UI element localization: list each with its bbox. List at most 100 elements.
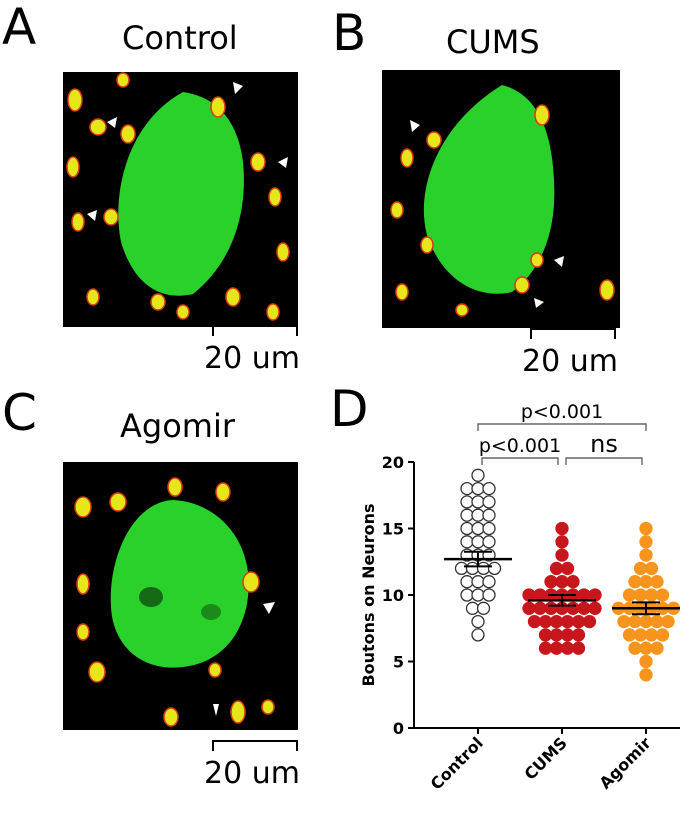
boutons-scatter-chart: 0 5 10 15 20 Boutons on Neurons Control CUMS Ago… [340,390,693,810]
panel-title-cums: CUMS [446,23,540,61]
panel-letter-a: A [2,0,37,56]
data-point-agomir [617,614,631,629]
data-point-cums [538,641,553,655]
data-point-control [460,575,474,589]
data-point-cums [555,548,569,562]
data-point-control [471,588,485,602]
data-point-agomir [628,575,642,589]
scale-bar-line [212,325,298,336]
data-point-control [471,481,485,496]
scale-bar-line [530,328,616,339]
panel-letter-c: C [2,384,37,442]
data-point-control [471,521,485,536]
data-point-cums [560,614,575,629]
data-point-control [471,575,485,589]
data-point-control [471,468,485,482]
data-point-agomir [661,614,675,629]
micrograph-agomir [63,462,298,730]
data-point-control [460,535,474,549]
data-point-agomir [644,628,659,642]
data-point-agomir [655,588,670,602]
data-point-control [460,508,474,522]
data-point-cums [555,535,569,549]
data-point-cums [566,601,580,615]
data-point-cums [549,561,564,576]
y-axis-label: Boutons on Neurons [359,503,378,686]
data-point-agomir [639,641,653,655]
data-point-agomir [628,641,642,655]
data-point-agomir [622,588,637,602]
data-point-agomir [650,575,664,589]
data-point-control [454,561,469,576]
data-point-agomir [639,521,653,536]
data-point-control [465,561,480,576]
scale-bar-line [212,740,298,751]
data-point-agomir [633,628,648,642]
data-point-cums [549,628,564,642]
data-point-agomir [628,614,642,629]
data-point-control [460,588,474,602]
data-point-cums [588,601,602,615]
scale-bar-label: 20 um [204,341,300,376]
significance-label: p<0.001 [521,401,603,423]
data-point-cums [549,641,564,655]
data-point-agomir [644,561,659,576]
panel-letter-d: D [330,380,369,438]
data-point-agomir [639,575,653,589]
data-point-cums [566,575,580,589]
y-tick-label: 15 [382,520,404,539]
data-point-cums [571,614,586,629]
y-tick-label: 10 [382,586,404,605]
data-point-cums [549,614,564,629]
data-point-control [482,588,496,602]
data-point-cums [544,601,558,615]
data-point-cums [527,614,542,629]
data-point-cums [577,601,591,615]
data-point-control [460,481,474,496]
panel-title-control: Control [122,19,238,57]
data-point-agomir [650,614,664,629]
data-point-control [471,535,485,549]
data-point-control [482,508,496,522]
x-tick-label: CUMS [520,733,570,783]
data-point-control [471,508,485,522]
data-point-cums [544,575,558,589]
y-tick-label: 5 [393,653,404,672]
data-point-control [460,521,474,536]
data-point-agomir [639,654,653,669]
significance-bracket [481,457,559,465]
data-point-cums [560,628,575,642]
data-point-agomir [639,668,653,682]
data-point-agomir [622,628,637,642]
y-tick-label: 20 [382,453,404,472]
data-point-control [482,495,496,509]
data-point-cums [538,614,553,629]
panel-letter-b: B [332,4,367,62]
data-point-agomir [639,535,653,549]
data-point-agomir [644,588,659,602]
data-point-control [482,575,496,589]
data-point-control [476,561,491,576]
micrograph-cums [382,70,620,328]
data-point-agomir [633,588,648,602]
data-point-cums [560,641,575,655]
x-tick-label: Control [427,733,487,793]
x-tick-label: Agomir [596,733,655,792]
data-point-cums [571,628,586,642]
data-point-control [471,495,485,509]
data-point-control [482,535,496,549]
data-point-control [471,614,485,629]
panel-title-agomir: Agomir [120,407,235,445]
micrograph-control [63,72,298,327]
significance-bracket [477,423,647,431]
data-point-cums [533,601,547,615]
data-point-cums [555,575,569,589]
data-point-cums [582,614,597,629]
y-tick-label: 0 [393,719,404,738]
data-point-agomir [633,561,648,576]
significance-label: p<0.001 [479,435,561,457]
data-point-cums [560,561,575,576]
data-point-control [487,561,502,576]
data-point-cums [555,521,569,536]
data-point-control [482,521,496,536]
